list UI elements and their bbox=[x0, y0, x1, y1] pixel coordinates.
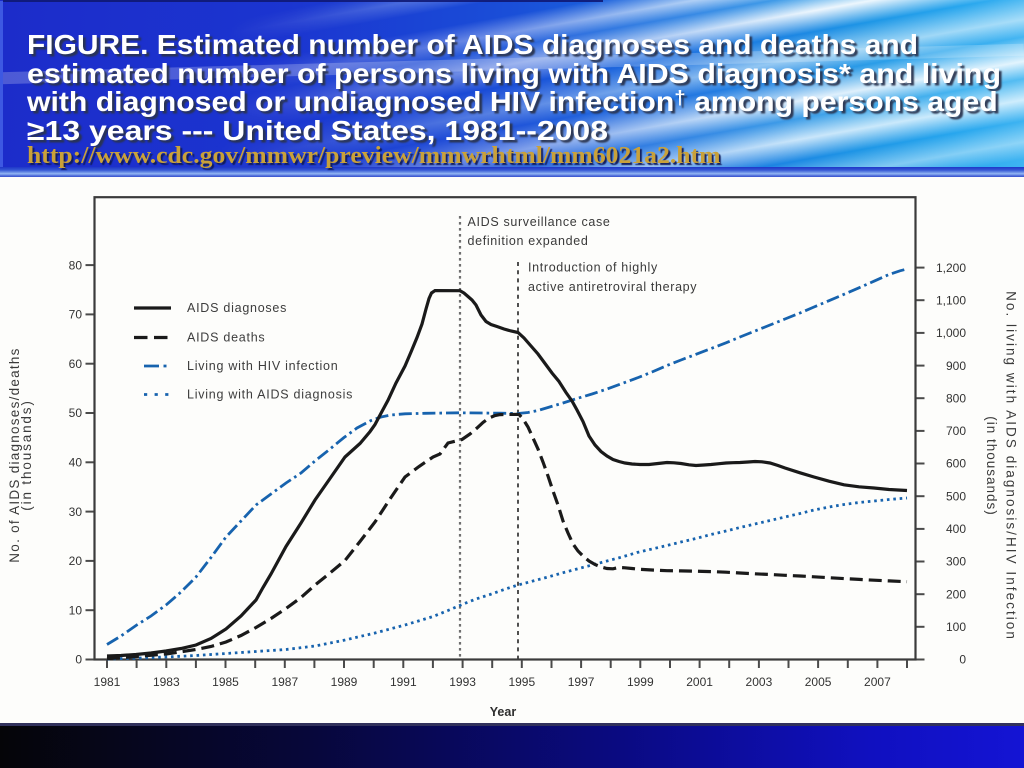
svg-text:1993: 1993 bbox=[449, 675, 476, 689]
svg-text:80: 80 bbox=[69, 258, 83, 272]
svg-text:Living with AIDS diagnosis: Living with AIDS diagnosis bbox=[187, 388, 353, 402]
svg-text:definition expanded: definition expanded bbox=[468, 234, 589, 248]
svg-text:1999: 1999 bbox=[627, 675, 654, 689]
svg-text:800: 800 bbox=[946, 391, 966, 405]
svg-text:0: 0 bbox=[75, 653, 82, 667]
svg-text:1985: 1985 bbox=[212, 675, 239, 689]
svg-text:1,200: 1,200 bbox=[936, 261, 966, 275]
svg-text:300: 300 bbox=[946, 555, 966, 569]
svg-text:2001: 2001 bbox=[686, 675, 713, 689]
svg-text:100: 100 bbox=[946, 620, 966, 634]
svg-text:active antiretroviral therapy: active antiretroviral therapy bbox=[528, 280, 697, 294]
svg-text:Year: Year bbox=[490, 705, 517, 719]
svg-text:60: 60 bbox=[69, 357, 83, 371]
svg-text:2005: 2005 bbox=[805, 675, 832, 689]
svg-text:50: 50 bbox=[69, 406, 83, 420]
svg-text:20: 20 bbox=[69, 554, 83, 568]
svg-text:No. of AIDS diagnoses/deaths(i: No. of AIDS diagnoses/deaths(in thousand… bbox=[7, 347, 34, 562]
svg-text:900: 900 bbox=[946, 359, 966, 373]
svg-text:Living with HIV infection: Living with HIV infection bbox=[187, 359, 338, 373]
svg-text:Introduction of highly: Introduction of highly bbox=[528, 261, 658, 275]
svg-text:1989: 1989 bbox=[331, 675, 358, 689]
svg-text:500: 500 bbox=[946, 489, 966, 503]
svg-text:700: 700 bbox=[946, 424, 966, 438]
svg-text:30: 30 bbox=[69, 505, 83, 519]
svg-text:AIDS surveillance case: AIDS surveillance case bbox=[468, 215, 611, 229]
svg-text:10: 10 bbox=[69, 603, 83, 617]
svg-text:1991: 1991 bbox=[390, 675, 417, 689]
svg-text:1983: 1983 bbox=[153, 675, 180, 689]
svg-text:0: 0 bbox=[959, 653, 966, 667]
svg-text:40: 40 bbox=[69, 456, 83, 470]
svg-text:400: 400 bbox=[946, 522, 966, 536]
svg-text:70: 70 bbox=[69, 308, 83, 322]
svg-text:2007: 2007 bbox=[864, 675, 891, 689]
svg-text:1,100: 1,100 bbox=[936, 293, 966, 307]
svg-text:1995: 1995 bbox=[508, 675, 535, 689]
svg-text:AIDS deaths: AIDS deaths bbox=[187, 331, 265, 345]
svg-text:600: 600 bbox=[946, 457, 966, 471]
svg-text:AIDS diagnoses: AIDS diagnoses bbox=[187, 301, 287, 315]
svg-text:1987: 1987 bbox=[271, 675, 298, 689]
svg-text:1997: 1997 bbox=[568, 675, 595, 689]
svg-text:1,000: 1,000 bbox=[936, 326, 966, 340]
svg-text:2003: 2003 bbox=[746, 675, 773, 689]
svg-text:1981: 1981 bbox=[94, 675, 121, 689]
svg-text:No. living with AIDS diagnosis: No. living with AIDS diagnosis/HIV Infec… bbox=[984, 291, 1019, 641]
svg-text:200: 200 bbox=[946, 587, 966, 601]
